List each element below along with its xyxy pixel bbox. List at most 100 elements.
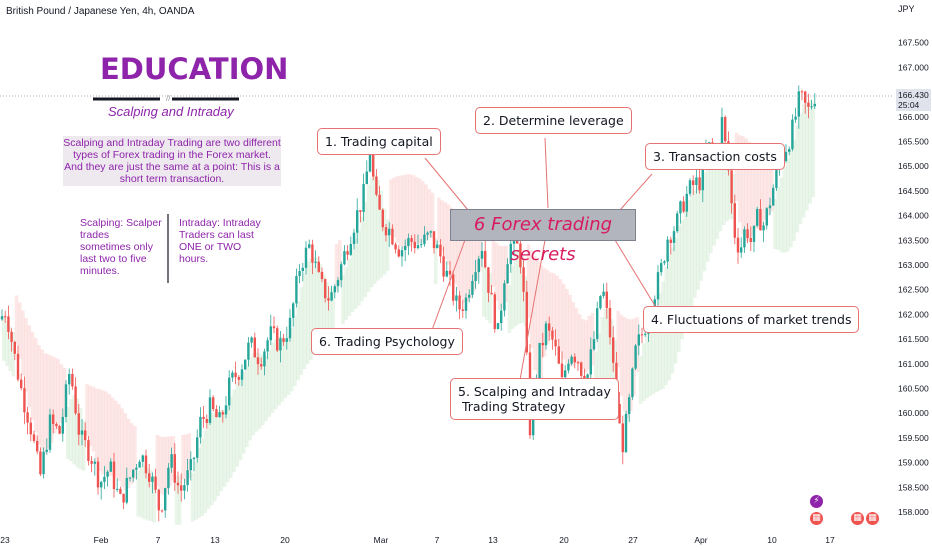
candle-body <box>14 342 16 354</box>
candle-body <box>33 434 35 441</box>
symbol-title[interactable]: British Pound / Japanese Yen, 4h, OANDA <box>6 6 194 17</box>
y-tick-label: 162.000 <box>898 309 929 319</box>
trend-band-segment <box>581 319 585 369</box>
candle-body <box>337 280 339 286</box>
trend-band-segment <box>213 413 217 501</box>
trend-band-segment <box>623 317 627 411</box>
trend-band-segment <box>578 314 582 364</box>
candle-body <box>385 227 387 235</box>
trend-band-segment <box>639 356 643 404</box>
candle-body <box>225 405 227 414</box>
candle-body <box>417 245 419 248</box>
x-tick-label: 20 <box>280 535 290 545</box>
candle-body <box>766 208 768 225</box>
candle-body <box>407 238 409 246</box>
candle-body <box>161 510 163 511</box>
candle-body <box>324 279 326 298</box>
candle-body <box>298 271 300 276</box>
candle-body <box>794 117 796 120</box>
education-description: Scalping and Intraday Trading are two di… <box>63 136 281 186</box>
trend-band-segment <box>252 353 256 435</box>
candle-body <box>327 298 329 300</box>
trend-band-segment <box>364 202 368 297</box>
trend-band-segment <box>197 448 201 517</box>
y-tick-label: 162.500 <box>898 285 929 295</box>
candle-body <box>286 338 288 342</box>
candle-body <box>574 357 576 363</box>
earnings-icon[interactable]: ▦ <box>810 512 823 525</box>
candle-body <box>593 339 595 349</box>
x-tick-label: 13 <box>210 535 220 545</box>
divider-mark: // <box>166 94 171 103</box>
candle-body <box>590 349 592 374</box>
candle-body <box>679 201 681 213</box>
trend-band-segment <box>88 386 92 446</box>
trend-band-segment <box>620 315 624 396</box>
callout-determine-leverage: 2. Determine leverage <box>475 107 632 134</box>
candle-body <box>804 92 806 103</box>
candle-body <box>599 296 601 308</box>
candle-body <box>378 195 380 210</box>
y-tick-label: 161.500 <box>898 334 929 344</box>
trend-band-segment <box>56 359 60 430</box>
candle-body <box>42 452 44 474</box>
candle-body <box>663 262 665 264</box>
trend-band-segment <box>194 462 198 520</box>
trend-band-segment <box>674 238 678 364</box>
trend-band-segment <box>306 261 310 363</box>
candle-body <box>289 318 291 338</box>
trend-band-segment <box>706 164 710 262</box>
lightning-icon[interactable]: ⚡ <box>810 495 823 508</box>
trend-band-segment <box>511 265 515 328</box>
trend-band-segment <box>181 435 185 480</box>
candle-body <box>17 354 19 380</box>
trend-band-segment <box>28 325 32 407</box>
candle-body <box>750 238 752 242</box>
candle-body <box>314 262 316 263</box>
trend-band-segment <box>399 175 403 245</box>
candle-body <box>234 373 236 377</box>
candle-body <box>548 323 550 330</box>
y-tick-label: 159.000 <box>898 458 929 468</box>
callout-market-trends: 4. Fluctuations of market trends <box>643 306 859 333</box>
candle-body <box>132 470 134 478</box>
trend-band-segment <box>223 412 227 487</box>
time-axis: 23 Feb 7 13 20 Mar 7 13 20 27 Apr 10 17 <box>0 535 835 545</box>
earnings-icon[interactable]: ▦ <box>866 512 879 525</box>
candle-body <box>359 210 361 212</box>
candle-body <box>676 213 678 231</box>
trend-band-segment <box>616 311 620 367</box>
earnings-icon[interactable]: ▦ <box>851 512 864 525</box>
trend-band-segment <box>40 350 44 451</box>
candle-body <box>30 423 32 435</box>
candle-body <box>612 337 614 362</box>
x-tick-label: Apr <box>694 535 707 545</box>
candle-body <box>609 308 611 337</box>
candle-body <box>65 384 67 417</box>
candle-body <box>257 357 259 364</box>
candle-body <box>692 180 694 185</box>
candle-body <box>177 483 179 486</box>
candle-body <box>202 417 204 419</box>
candle-body <box>302 268 304 271</box>
x-tick-label: Feb <box>94 535 109 545</box>
trend-band-segment <box>696 185 700 290</box>
y-tick-label: 164.500 <box>898 186 929 196</box>
candle-body <box>122 494 124 503</box>
x-tick-label: 17 <box>825 535 835 545</box>
trend-band-segment <box>645 334 649 398</box>
candle-body <box>260 364 262 366</box>
trend-band-segment <box>242 372 246 454</box>
trend-band-segment <box>508 285 512 333</box>
trend-band-segment <box>162 437 166 495</box>
candle-body <box>113 461 115 489</box>
candle-body <box>567 364 569 371</box>
candle-body <box>231 373 233 378</box>
y-tick-label: 159.500 <box>898 433 929 443</box>
candle-body <box>439 245 441 257</box>
education-title: EDUCATION <box>100 52 288 86</box>
candle-body <box>394 244 396 249</box>
candle-body <box>487 267 489 293</box>
candle-body <box>462 309 464 310</box>
candle-body <box>743 229 745 247</box>
